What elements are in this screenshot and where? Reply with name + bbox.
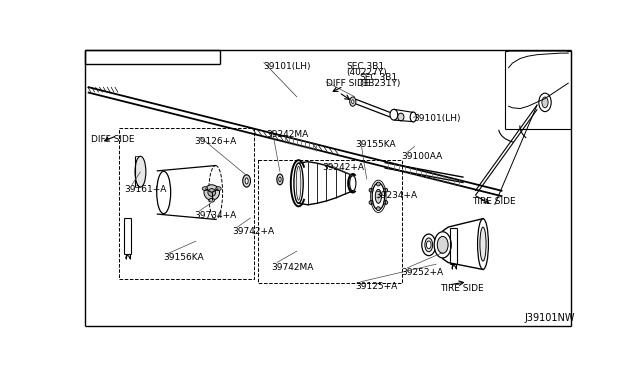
Ellipse shape [437,236,448,253]
Ellipse shape [390,109,397,120]
Circle shape [204,185,220,200]
Ellipse shape [351,100,354,103]
Text: TIRE SIDE: TIRE SIDE [472,197,516,206]
Text: 39734+A: 39734+A [194,211,236,220]
Text: J39101NW: J39101NW [525,313,575,323]
Ellipse shape [202,187,208,190]
Ellipse shape [422,234,436,256]
Circle shape [384,188,388,192]
Text: 39101(LH): 39101(LH) [413,114,461,123]
Text: 39125+A: 39125+A [355,282,397,291]
Text: 39126+A: 39126+A [195,137,237,146]
Ellipse shape [539,93,551,112]
Text: 39252+A: 39252+A [402,268,444,277]
Text: DIFF SIDE: DIFF SIDE [326,78,369,87]
Ellipse shape [349,97,356,106]
Text: 39234+A: 39234+A [375,191,417,200]
Text: 39742MA: 39742MA [271,263,314,272]
Text: 39155KA: 39155KA [355,140,396,149]
Text: 39742+A: 39742+A [232,227,274,236]
Ellipse shape [135,156,146,187]
Ellipse shape [397,113,404,121]
Text: 39242MA: 39242MA [267,130,309,139]
Ellipse shape [372,183,385,210]
Ellipse shape [277,174,283,185]
Circle shape [208,189,216,196]
Text: 39161+A: 39161+A [124,185,166,194]
Ellipse shape [157,171,171,214]
Bar [259,160,402,283]
Ellipse shape [296,166,301,200]
Text: 39101(LH): 39101(LH) [264,62,311,71]
Ellipse shape [426,241,431,249]
Ellipse shape [477,219,488,269]
Ellipse shape [480,227,486,261]
Ellipse shape [375,189,381,203]
Text: 39156KA: 39156KA [163,253,204,262]
Circle shape [369,188,373,192]
Bar [119,128,254,279]
Text: DIFF SIDE: DIFF SIDE [91,135,134,144]
Ellipse shape [425,238,433,252]
Circle shape [384,201,388,205]
Text: SEC.3B1: SEC.3B1 [359,73,397,82]
Text: TIRE SIDE: TIRE SIDE [440,284,483,293]
Polygon shape [509,52,566,60]
Ellipse shape [245,178,248,184]
Circle shape [376,207,380,211]
Text: SEC.3B1: SEC.3B1 [347,62,385,71]
Ellipse shape [243,175,250,187]
Ellipse shape [434,232,451,258]
Ellipse shape [349,176,356,191]
Text: (3B231Y): (3B231Y) [359,79,401,88]
Ellipse shape [294,163,303,203]
Text: 39100AA: 39100AA [402,153,443,161]
Ellipse shape [279,177,281,182]
Ellipse shape [410,112,417,122]
Circle shape [376,182,380,186]
Ellipse shape [216,187,221,190]
Text: 39242+A: 39242+A [322,163,364,172]
Ellipse shape [209,198,214,202]
Text: (40227Y): (40227Y) [347,68,387,77]
Circle shape [369,201,373,205]
Ellipse shape [542,97,548,108]
